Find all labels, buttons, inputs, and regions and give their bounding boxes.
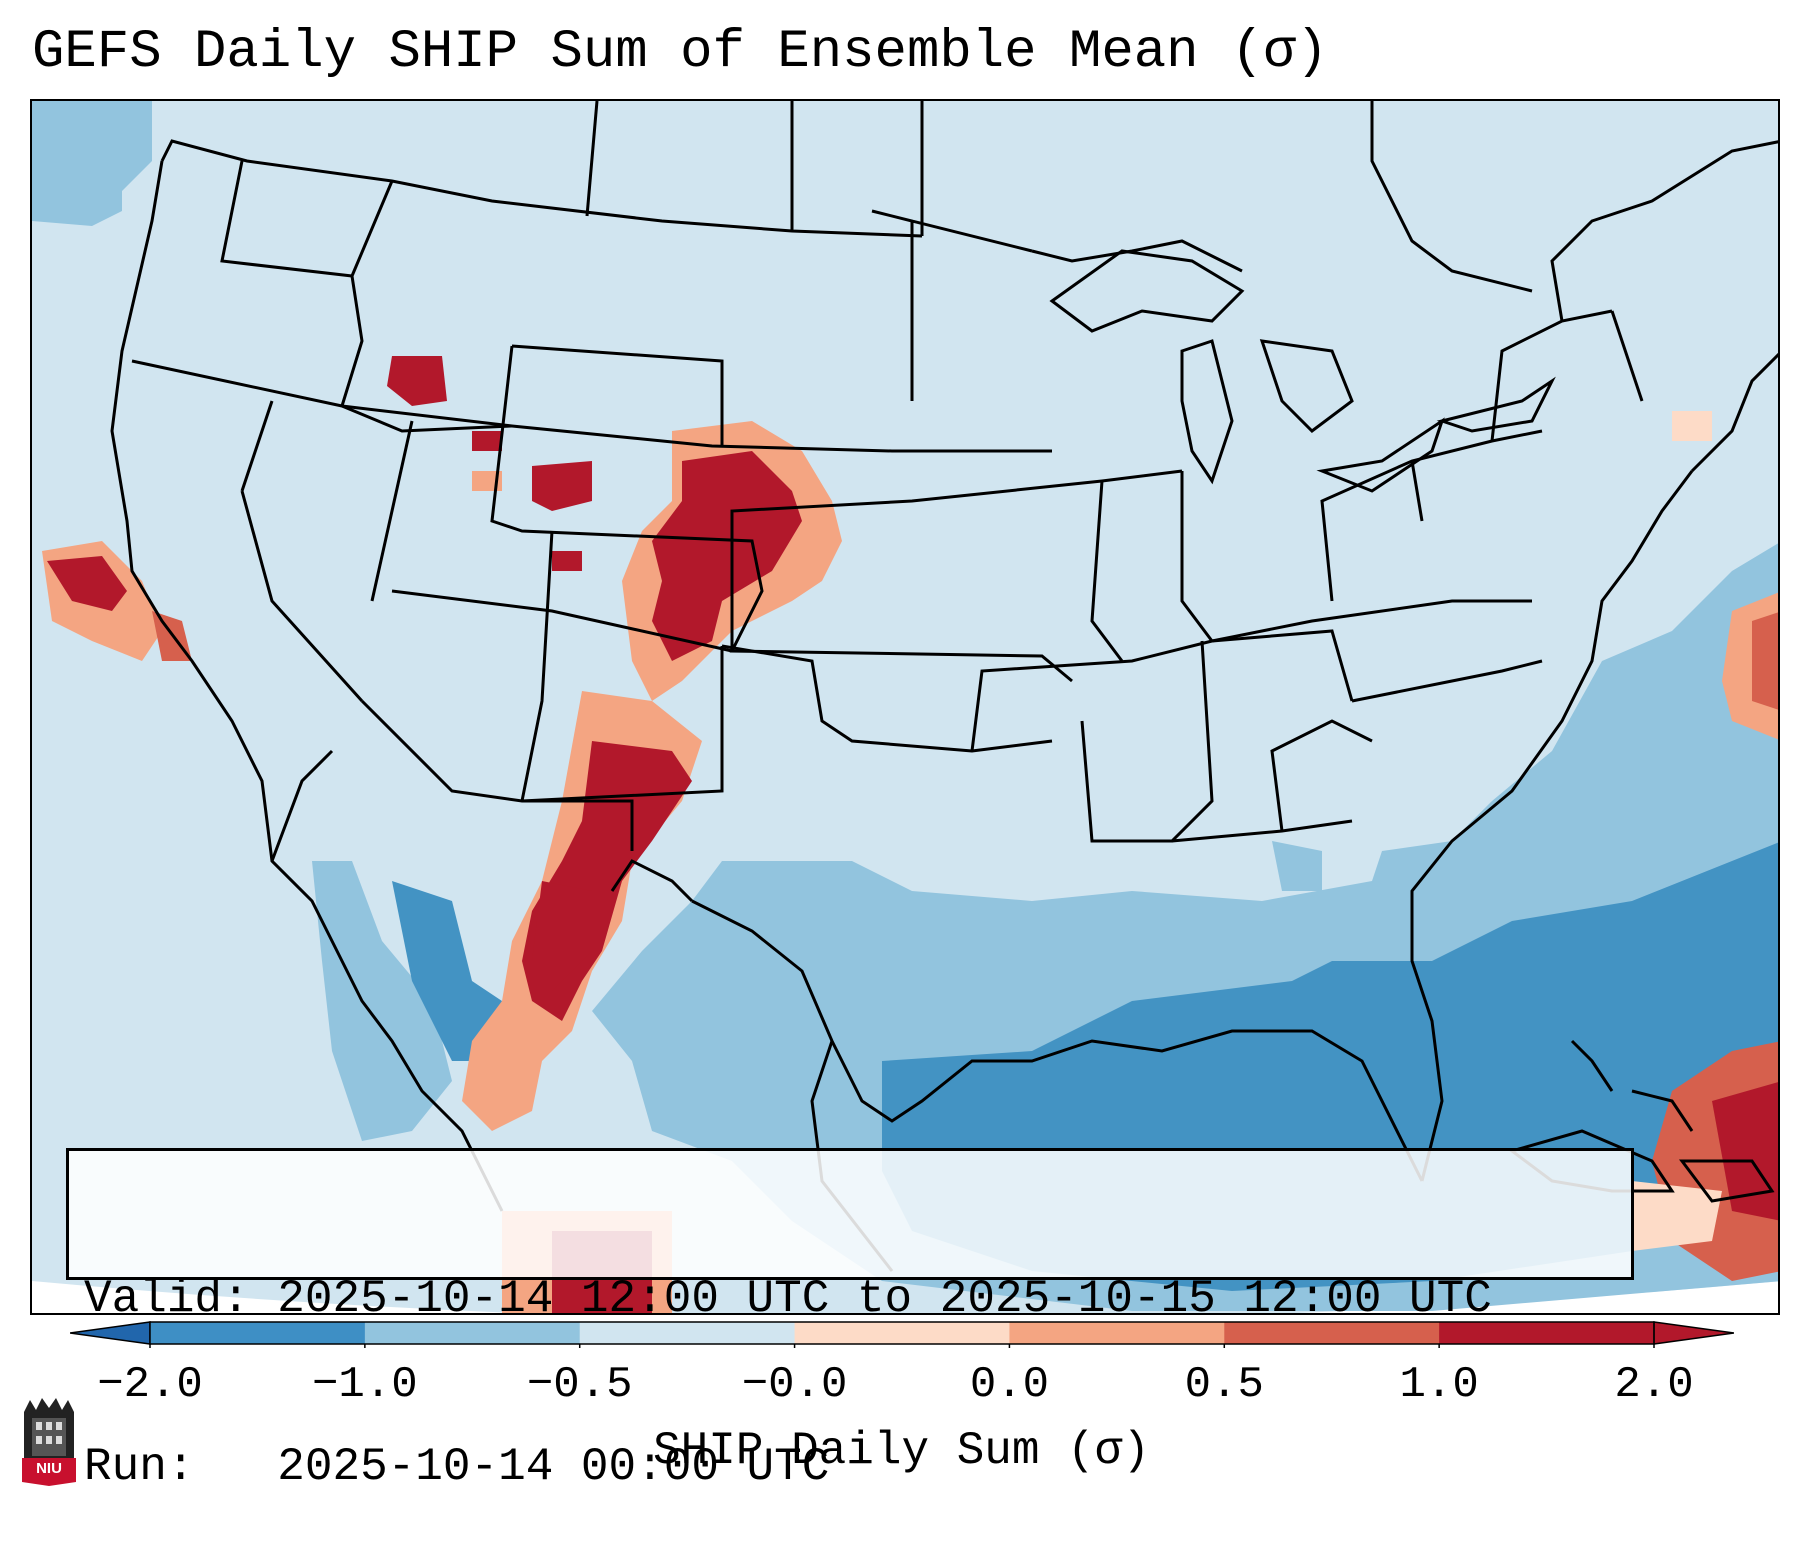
- colorbar-segment: [1224, 1322, 1440, 1344]
- colorbar-extend-high: [1653, 1321, 1734, 1345]
- colorbar-segment: [794, 1322, 1010, 1344]
- colorbar-tick-label: −1.0: [312, 1360, 418, 1410]
- projection-edge: [32, 1281, 1778, 1313]
- colorbar-label: SHIP Daily Sum (σ): [653, 1425, 1150, 1477]
- run-line: Run: 2025-10-14 00:00 UTC: [84, 1439, 1631, 1495]
- great-lakes: [1049, 249, 1556, 493]
- colorbar-segment: [1009, 1322, 1225, 1344]
- valid-run-info-box: Valid: 2025-10-14 12:00 UTC to 2025-10-1…: [66, 1148, 1634, 1493]
- run-label: Run:: [84, 1441, 195, 1493]
- state-borders: [131, 101, 1778, 851]
- colorbar: [70, 1321, 1734, 1348]
- valid-line: Valid: 2025-10-14 12:00 UTC to 2025-10-1…: [84, 1271, 1631, 1327]
- niu-logo-icon: NIU: [20, 1392, 78, 1486]
- colorbar-segment: [1439, 1322, 1655, 1344]
- colorbar-outline: [149, 1321, 1655, 1345]
- colorbar-tick-label: 0.5: [1184, 1360, 1264, 1410]
- ship-map: [32, 101, 1778, 1313]
- coastlines: [110, 160, 1778, 1272]
- chart-title: GEFS Daily SHIP Sum of Ensemble Mean (σ): [32, 22, 1329, 83]
- colorbar-tick-label: 1.0: [1399, 1360, 1479, 1410]
- colorbar-segments: [150, 1322, 1655, 1344]
- map-panel: [30, 99, 1780, 1315]
- colorbar-tick-label: −0.5: [526, 1360, 633, 1410]
- colorbar-tick-label: 0.0: [969, 1360, 1050, 1410]
- valid-label: Valid:: [84, 1273, 250, 1325]
- colorbar-extend-low: [70, 1321, 151, 1345]
- logo-text: NIU: [36, 1460, 62, 1477]
- colorbar-tick-label: 2.0: [1614, 1360, 1694, 1410]
- valid-value: 2025-10-14 12:00 UTC to 2025-10-15 12:00…: [277, 1273, 1492, 1325]
- colorbar-tick-label: −2.0: [97, 1360, 203, 1410]
- colorbar-segment: [364, 1322, 581, 1344]
- run-value: 2025-10-14 00:00 UTC: [277, 1441, 830, 1493]
- colorbar-segment: [150, 1322, 366, 1344]
- colorbar-tick-label: −0.0: [741, 1360, 848, 1410]
- colorbar-segment: [579, 1322, 796, 1344]
